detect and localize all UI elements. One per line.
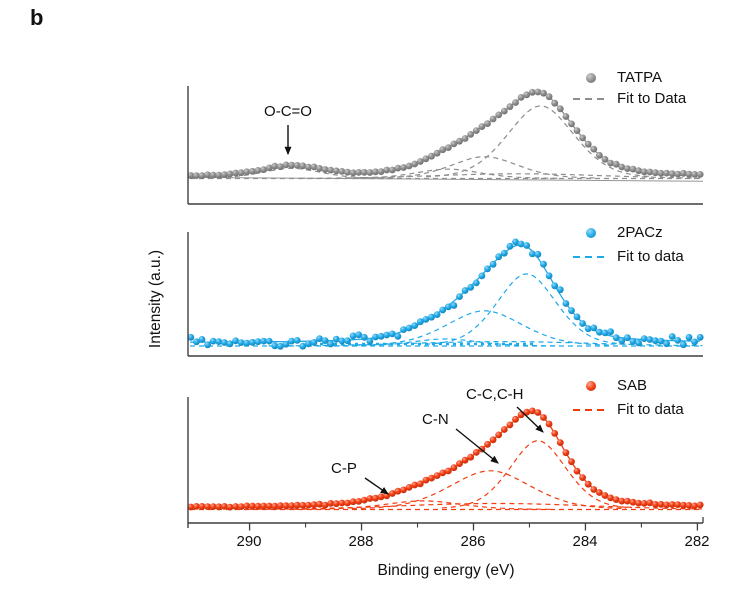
legend-row-tatpa: TATPA (571, 69, 662, 86)
legend-row-2pacz-fit: Fit to data (571, 248, 684, 265)
tatpa-fit-label: Fit to Data (617, 90, 687, 107)
x-tick-label-284: 284 (572, 533, 598, 550)
tatpa-series-dot-icon (586, 72, 596, 83)
legend-marker-box (571, 380, 611, 391)
legend-row-sab-fit: Fit to data (571, 401, 684, 418)
y-axis-label: Intensity (a.u.) (147, 249, 164, 349)
sab-fit-dash-icon (573, 408, 609, 411)
2pacz-fit-label: Fit to data (617, 248, 684, 265)
legend-marker-box (571, 72, 611, 83)
annotation-c-n: C-N (422, 411, 449, 428)
annotation-c-c-c-h: C-C,C-H (466, 386, 524, 403)
x-tick-label-286: 286 (460, 533, 486, 550)
legend-marker-box (571, 97, 611, 100)
tatpa-fit-dash-icon (573, 97, 609, 100)
sab-series-label: SAB (617, 377, 648, 394)
legend-marker-box (571, 255, 611, 258)
annotation-c-p: C-P (331, 460, 357, 477)
x-tick-label-282: 282 (684, 533, 710, 550)
legend-marker-box (571, 227, 611, 238)
legend-row-2pacz: 2PACz (571, 224, 663, 241)
legend-marker-box (571, 408, 611, 411)
2pacz-series-label: 2PACz (617, 224, 663, 241)
panel-letter-label: b (30, 5, 44, 30)
2pacz-series-dot-icon (586, 227, 596, 238)
annotation-o-c-o: O-C=O (264, 103, 312, 120)
sab-fit-label: Fit to data (617, 401, 684, 418)
legend-row-sab: SAB (571, 377, 647, 394)
2pacz-fit-dash-icon (573, 255, 609, 258)
tatpa-series-label: TATPA (617, 69, 662, 86)
legend-row-tatpa-fit: Fit to Data (571, 90, 686, 107)
x-axis-label: Binding energy (eV) (377, 562, 515, 579)
x-tick-label-290: 290 (236, 533, 262, 550)
x-tick-label-288: 288 (348, 533, 374, 550)
sab-series-dot-icon (586, 380, 596, 391)
